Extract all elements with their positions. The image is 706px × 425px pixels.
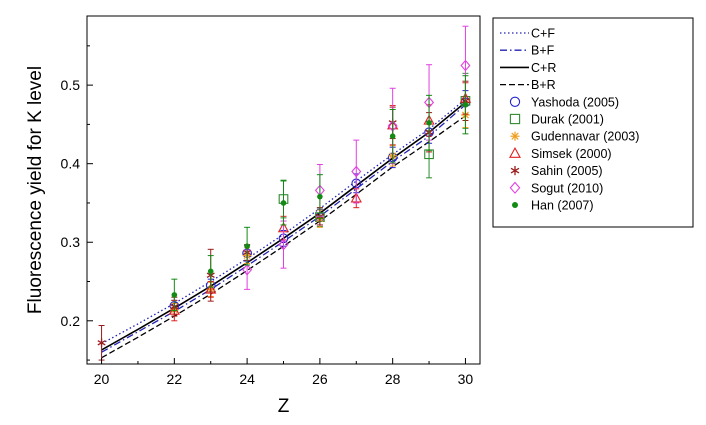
legend-swatch — [510, 166, 520, 176]
legend-label: B+R — [531, 78, 556, 92]
legend-label: Sahin (2005) — [531, 164, 603, 178]
data-point — [462, 75, 469, 135]
legend-label: C+F — [531, 27, 555, 41]
data-point — [207, 255, 214, 288]
data-point — [316, 174, 323, 220]
x-tick-label: 30 — [458, 371, 474, 387]
legend-swatch — [509, 113, 521, 125]
legend-swatch — [512, 202, 518, 208]
x-tick-label: 24 — [239, 371, 255, 387]
legend-label: Gudennavar (2003) — [531, 130, 639, 144]
x-axis-label: Z — [278, 396, 290, 417]
data-point — [171, 278, 178, 312]
x-tick-label: 28 — [385, 371, 401, 387]
legend-entry: B+R — [500, 78, 556, 92]
measurement-markers — [97, 25, 472, 361]
legend-entry: B+F — [500, 44, 555, 58]
x-tick-label: 20 — [94, 371, 110, 387]
y-tick-label: 0.3 — [61, 234, 81, 250]
legend-label: Simsek (2000) — [531, 147, 612, 161]
y-axis-label: Fluorescence yield for K level — [25, 66, 46, 314]
legend-label: Yashoda (2005) — [531, 95, 619, 109]
legend-entry: Simsek (2000) — [509, 146, 612, 161]
legend: C+F B+F C+R B+R Yashoda (2005) Durak (2001) Gu… — [492, 17, 694, 228]
legend-label: Sogut (2010) — [531, 181, 603, 195]
legend-label: C+R — [531, 61, 556, 75]
legend-label: Han (2007) — [531, 199, 594, 213]
data-point — [426, 94, 433, 151]
data-point — [244, 226, 251, 266]
x-axis: 20 22 24 26 28 30 — [94, 358, 474, 387]
x-tick-label: 22 — [167, 371, 183, 387]
legend-entry: C+R — [500, 61, 556, 75]
y-tick-label: 0.2 — [61, 313, 81, 329]
legend-entry: Yashoda (2005) — [509, 95, 619, 109]
data-point — [351, 139, 362, 204]
data-point — [389, 108, 396, 164]
y-tick-label: 0.4 — [61, 156, 81, 172]
legend-entry: C+F — [500, 27, 555, 41]
data-point — [97, 325, 106, 361]
legend-entry: Gudennavar (2003) — [510, 130, 639, 144]
legend-entry: Sahin (2005) — [510, 164, 603, 178]
legend-label: Durak (2001) — [531, 113, 604, 127]
x-tick-label: 26 — [312, 371, 328, 387]
legend-entry: Durak (2001) — [509, 113, 604, 127]
y-tick-label: 0.5 — [61, 77, 81, 93]
legend-entry: Han (2007) — [512, 199, 594, 213]
legend-entry: Sogut (2010) — [509, 181, 603, 195]
data-point — [280, 180, 287, 226]
legend-swatch — [509, 146, 521, 158]
legend-swatch — [510, 131, 520, 141]
series-line — [101, 115, 466, 359]
legend-swatch — [509, 96, 521, 107]
y-axis: 0.2 0.3 0.4 0.5 — [61, 45, 93, 361]
legend-box — [492, 17, 694, 228]
data-point — [278, 220, 289, 269]
legend-swatch — [509, 181, 521, 194]
legend-label: B+F — [531, 44, 555, 58]
